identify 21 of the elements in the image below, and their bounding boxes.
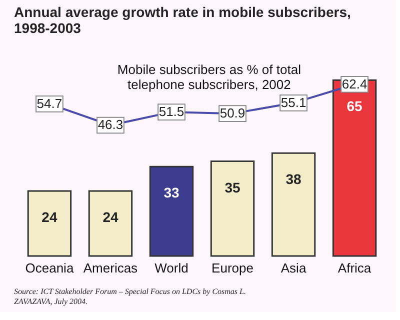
source-note: Source: ICT Stakeholder Forum – Special Focus on LDCs by Cosmas L. ZAVAZAVA, July 2004. (14, 287, 246, 306)
bar (149, 166, 194, 257)
data-label: 33 (164, 184, 180, 201)
series-label: Mobile subscribers as % of total telephone subscribers, 2002 (117, 62, 302, 92)
x-tick-label: Africa (338, 260, 372, 276)
bar (332, 79, 377, 257)
bar (210, 160, 255, 257)
x-tick-label: Americas (83, 260, 138, 276)
bar (88, 190, 133, 257)
data-label: 24 (102, 209, 118, 226)
x-tick-label: Asia (280, 260, 307, 276)
bar (271, 152, 316, 257)
data-label: 65 (346, 98, 363, 114)
x-tick-label: Europe (212, 260, 254, 276)
data-label: 24 (42, 209, 58, 226)
chart-title: Annual average growth rate in mobile subscribers, 1998-2003 (14, 4, 351, 36)
data-label: 38 (286, 171, 302, 188)
data-label: 35 (224, 179, 241, 196)
x-tick-label: World (154, 260, 188, 276)
bar (27, 190, 72, 257)
x-tick-label: Oceania (25, 260, 74, 276)
